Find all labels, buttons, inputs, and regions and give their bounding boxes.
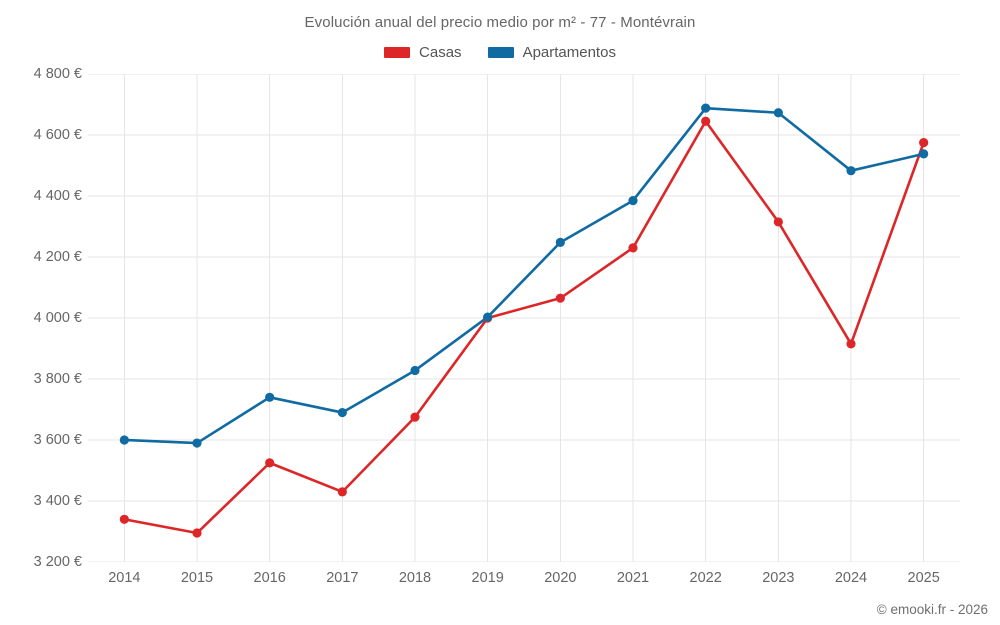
- data-point[interactable]: [555, 293, 565, 303]
- data-point[interactable]: [410, 365, 420, 376]
- y-axis-tick-label: 4 600 €: [33, 127, 82, 143]
- data-point[interactable]: [628, 195, 638, 206]
- data-point[interactable]: [337, 407, 347, 418]
- y-axis-tick-label: 3 400 €: [33, 493, 82, 509]
- x-axis-tick-label: 2023: [762, 570, 795, 586]
- x-axis-tick-label: 2016: [253, 570, 286, 586]
- legend-item-casas[interactable]: Casas: [384, 44, 462, 61]
- data-point[interactable]: [628, 243, 638, 253]
- legend-item-apartamentos[interactable]: Apartamentos: [487, 44, 616, 61]
- data-point[interactable]: [119, 435, 129, 445]
- data-point[interactable]: [773, 108, 783, 118]
- y-axis-tick-label: 3 600 €: [33, 432, 82, 448]
- x-axis-tick-label: 2019: [471, 570, 504, 586]
- legend-swatch-casas: [384, 47, 411, 58]
- footer-credit: © emooki.fr - 2026: [876, 602, 988, 617]
- y-axis-tick-label: 3 200 €: [33, 554, 82, 570]
- data-point[interactable]: [192, 528, 202, 538]
- y-axis: 3 200 € 3 400 € 3 600 € 3 800 € 4 000 € 4 200…: [0, 0, 82, 625]
- x-axis-tick-label: 2024: [834, 570, 868, 586]
- data-point[interactable]: [410, 412, 420, 422]
- chart-legend: Casas Apartamentos: [0, 44, 1000, 61]
- data-point[interactable]: [919, 149, 929, 159]
- series-line-1: [123, 119, 925, 535]
- data-point[interactable]: [701, 116, 711, 126]
- legend-swatch-apartamentos: [487, 47, 514, 58]
- chart-title: Evolución anual del precio medio por m² …: [304, 14, 696, 31]
- x-axis-tick-label: 2021: [616, 570, 650, 586]
- data-point[interactable]: [337, 487, 347, 497]
- data-point[interactable]: [265, 392, 275, 402]
- x-axis-tick-label: 2020: [544, 570, 577, 586]
- y-axis-tick-label: 3 800 €: [33, 371, 82, 387]
- y-axis-tick-label: 4 200 €: [33, 249, 82, 265]
- data-point[interactable]: [483, 312, 493, 322]
- legend-label-apartamentos: Apartamentos: [522, 44, 616, 61]
- data-point[interactable]: [846, 166, 856, 176]
- x-axis-tick-label: 2017: [326, 570, 359, 586]
- data-point[interactable]: [773, 217, 783, 227]
- x-axis-tick-label: 2014: [108, 570, 141, 586]
- plot-svg: [88, 74, 960, 562]
- series-line-2: [123, 106, 925, 445]
- x-axis-tick-label: 2022: [689, 570, 722, 586]
- legend-label-casas: Casas: [419, 44, 462, 61]
- x-axis-tick-label: 2015: [180, 570, 214, 586]
- data-point[interactable]: [846, 339, 856, 349]
- x-axis-tick-label: 2025: [907, 570, 940, 586]
- data-point[interactable]: [701, 103, 711, 113]
- data-point[interactable]: [119, 514, 129, 524]
- x-axis-tick-label: 2018: [398, 570, 432, 586]
- data-point[interactable]: [919, 138, 929, 148]
- data-point[interactable]: [192, 438, 202, 448]
- data-point[interactable]: [555, 237, 565, 247]
- y-axis-tick-label: 4 800 €: [33, 66, 82, 82]
- data-point[interactable]: [265, 458, 275, 468]
- y-axis-tick-label: 4 400 €: [33, 188, 82, 204]
- plot-area: [88, 74, 960, 562]
- y-axis-tick-label: 4 000 €: [33, 310, 82, 326]
